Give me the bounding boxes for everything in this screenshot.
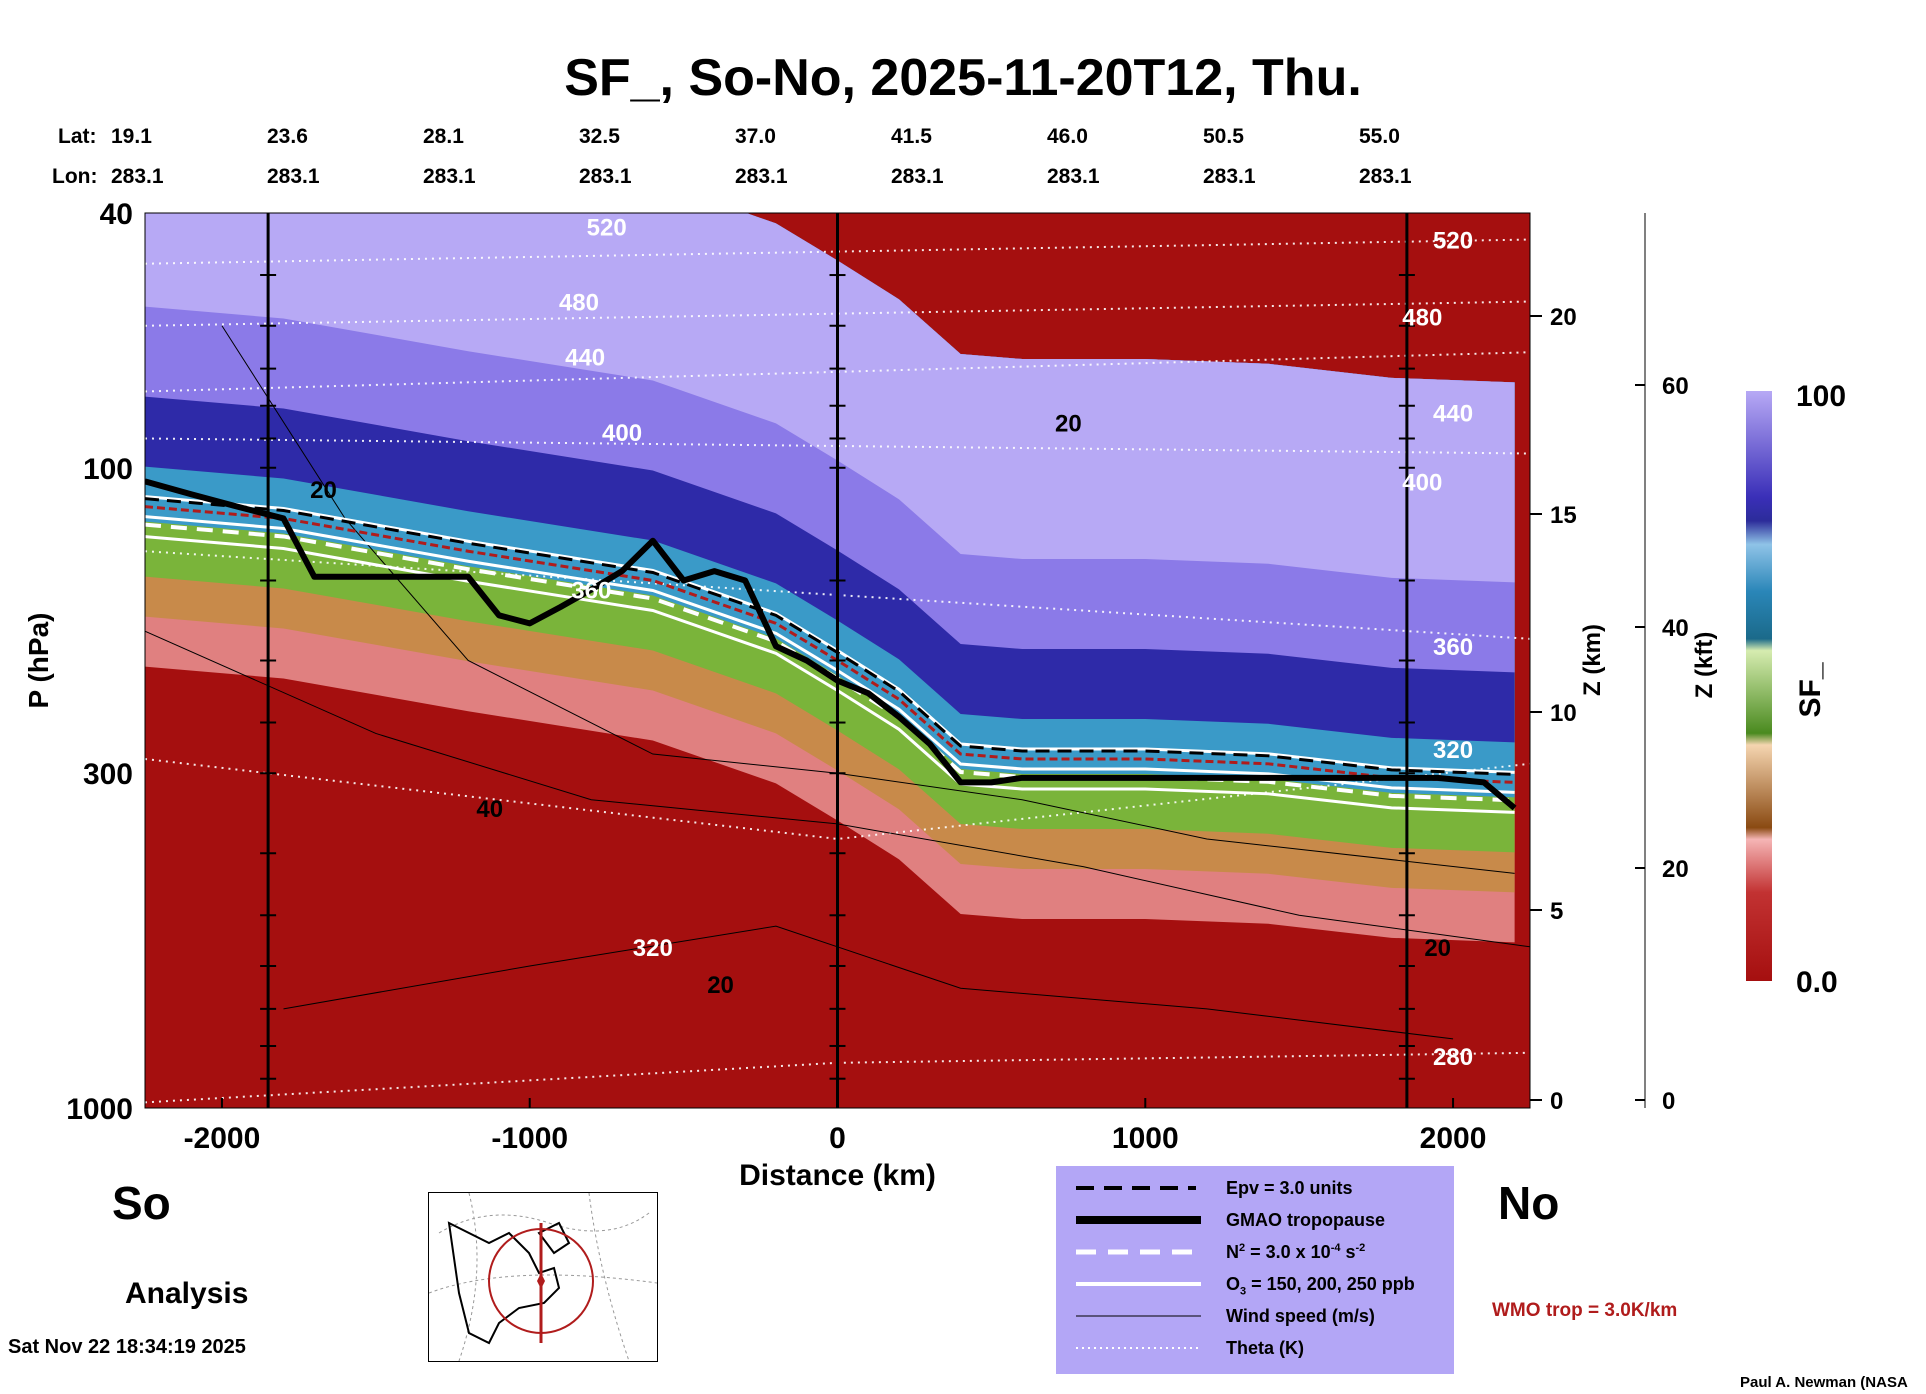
zkm-tick-label: 10	[1550, 700, 1577, 727]
theta-contour-label: 400	[602, 420, 642, 447]
zkft-axis-label: Z (kft)	[1691, 632, 1718, 699]
lon-label: Lon:	[52, 165, 98, 188]
lon-value: 283.1	[1047, 165, 1100, 188]
lat-value: 32.5	[579, 125, 620, 148]
legend-theta-label: Theta (K)	[1226, 1338, 1304, 1358]
colorbar-min-label: 0.0	[1796, 966, 1838, 999]
x-axis-label: Distance (km)	[739, 1159, 936, 1192]
location-map-inset	[428, 1192, 658, 1362]
legend-theta: Theta (K)	[1056, 1334, 1454, 1366]
wind-contour-label: 20	[1055, 411, 1082, 438]
lon-value: 283.1	[267, 165, 320, 188]
x-tick-label: -2000	[184, 1122, 261, 1155]
north-end-label: No	[1498, 1177, 1560, 1229]
x-tick-label: 1000	[1112, 1122, 1179, 1155]
theta-contour-label: 280	[1433, 1044, 1473, 1071]
theta-contour-label: 520	[587, 215, 627, 242]
legend-epv-label: Epv = 3.0 units	[1226, 1178, 1353, 1198]
lat-value: 19.1	[111, 125, 152, 148]
timestamp: Sat Nov 22 18:34:19 2025	[8, 1336, 246, 1358]
south-end-label: So	[112, 1177, 171, 1229]
theta-contour-label: 320	[1433, 737, 1473, 764]
ozone-line	[145, 495, 1515, 774]
wind-contour-label: 20	[1424, 935, 1451, 962]
wind-contour-label: 20	[707, 972, 734, 999]
theta-contour-label: 480	[1402, 304, 1442, 331]
theta-contour-label: 320	[633, 935, 673, 962]
legend-tropopause-label: GMAO tropopause	[1226, 1210, 1386, 1230]
zkft-tick-label: 0	[1662, 1088, 1675, 1115]
wind-contour-label: 20	[310, 477, 337, 504]
lon-value: 283.1	[1359, 165, 1412, 188]
zkm-tick-label: 5	[1550, 898, 1563, 925]
zkm-tick-label: 15	[1550, 502, 1577, 529]
theta-contour-label: 440	[565, 344, 605, 371]
chart-title: SF_, So-No, 2025-11-20T12, Thu.	[564, 49, 1362, 107]
y-tick-label: 100	[83, 453, 133, 486]
legend-ozone: O3 = 150, 200, 250 ppb	[1056, 1270, 1454, 1302]
y-tick-label: 300	[83, 758, 133, 791]
zkm-axis-label: Z (km)	[1579, 624, 1606, 696]
lat-value: 28.1	[423, 125, 464, 148]
theta-contour-label: 440	[1433, 401, 1473, 428]
wmo-note: WMO trop = 3.0K/km	[1492, 1300, 1678, 1321]
credit: Paul A. Newman (NASA	[1740, 1374, 1908, 1391]
legend-n2-label: N2 = 3.0 x 10-4 s-2	[1226, 1242, 1366, 1262]
zkft-tick-label: 40	[1662, 615, 1689, 642]
theta-line	[145, 757, 1530, 840]
gmao-tropopause-line	[145, 478, 1517, 811]
y-tick-label: 1000	[66, 1093, 133, 1126]
lon-value: 283.1	[1203, 165, 1256, 188]
theta-contour-label: 400	[1402, 469, 1442, 496]
colorbar-max-label: 100	[1796, 380, 1846, 413]
zkm-tick-label: 0	[1550, 1088, 1563, 1115]
epv-line	[145, 497, 1515, 776]
lat-value: 41.5	[891, 125, 932, 148]
lon-value: 283.1	[891, 165, 944, 188]
zkft-tick-label: 20	[1662, 856, 1689, 883]
zkm-tick-label: 20	[1550, 304, 1577, 331]
colorbar-label: SF_	[1794, 662, 1827, 717]
wmo-tropopause-line	[145, 505, 1515, 784]
lat-value: 37.0	[735, 125, 776, 148]
legend-n2: N2 = 3.0 x 10-4 s-2	[1056, 1238, 1454, 1270]
legend-epv: Epv = 3.0 units	[1056, 1174, 1454, 1206]
x-tick-label: 0	[829, 1122, 846, 1155]
field-lavender	[145, 213, 1515, 583]
legend-ozone-label: O3 = 150, 200, 250 ppb	[1226, 1274, 1415, 1298]
legend: Epv = 3.0 units GMAO tropopause N2 = 3.0…	[1056, 1166, 1454, 1374]
legend-wind-label: Wind speed (m/s)	[1226, 1306, 1375, 1326]
lon-value: 283.1	[579, 165, 632, 188]
theta-contour-label: 360	[1433, 634, 1473, 661]
globe-map	[429, 1193, 657, 1361]
legend-tropopause: GMAO tropopause	[1056, 1206, 1454, 1238]
legend-wind: Wind speed (m/s)	[1056, 1302, 1454, 1334]
theta-contour-label: 360	[571, 578, 611, 605]
wind-speed-line	[283, 925, 1454, 1040]
lat-value: 55.0	[1359, 125, 1400, 148]
x-tick-label: 2000	[1420, 1122, 1487, 1155]
x-tick-label: -1000	[491, 1122, 568, 1155]
theta-contour-label: 520	[1433, 228, 1473, 255]
lat-label: Lat:	[58, 125, 97, 148]
colorbar	[1746, 391, 1772, 981]
lon-value: 283.1	[423, 165, 476, 188]
theta-contour-label: 480	[559, 290, 599, 317]
lat-value: 50.5	[1203, 125, 1244, 148]
lat-value: 46.0	[1047, 125, 1088, 148]
lon-value: 283.1	[111, 165, 164, 188]
y-axis-label: P (hPa)	[23, 613, 54, 709]
lon-value: 283.1	[735, 165, 788, 188]
zkft-tick-label: 60	[1662, 373, 1689, 400]
analysis-label: Analysis	[125, 1277, 249, 1310]
y-tick-label: 40	[100, 198, 133, 231]
lat-value: 23.6	[267, 125, 308, 148]
wind-contour-label: 40	[476, 796, 503, 823]
ozone-line	[145, 515, 1515, 794]
